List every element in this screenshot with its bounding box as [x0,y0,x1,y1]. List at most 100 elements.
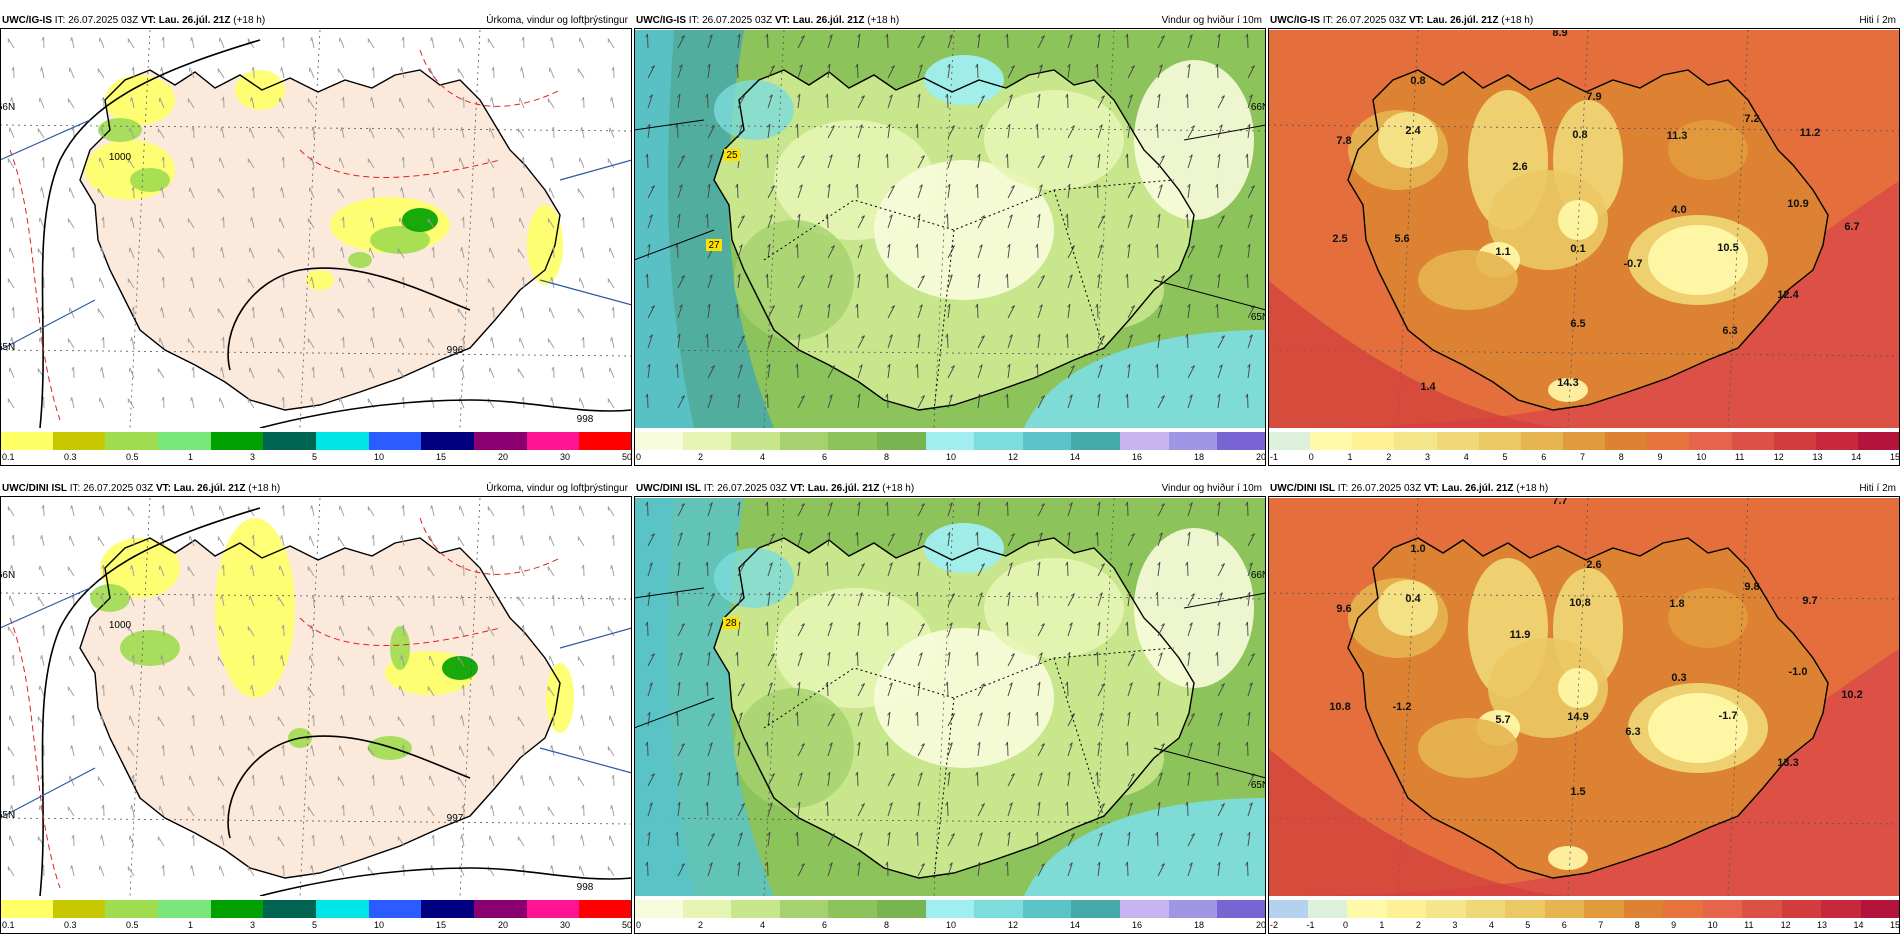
gust-marker [723,617,739,629]
temperature-label: -0.7 [1624,258,1643,270]
colorbar-tick-label: 8 [884,920,890,930]
colorbar-swatch [526,900,580,918]
colorbar-tick-label: 50 [622,452,633,462]
latitude-label: 66N [1251,102,1266,113]
precip-colorbar: 0.1 0.3 0.5 1 3 5 10 15 20 30 50 [0,432,633,462]
colorbar-swatch [474,432,527,450]
temperature-label: 11.3 [1667,130,1688,142]
colorbar-swatch [1347,900,1387,918]
colorbar-tick-label: 8 [884,452,890,462]
colorbar-tick-label: 13 [1817,920,1828,930]
it-label: IT: [1322,15,1334,26]
colorbar-tick-label: 16 [1132,452,1143,462]
colorbar-tick-label: 30 [560,920,571,930]
colorbar-swatch [1022,900,1072,918]
colorbar-swatch [1544,900,1584,918]
colorbar-tick-label: 2 [1415,920,1421,930]
colorbar-tick-label: 5 [1525,920,1531,930]
colorbar-tick-label: 14 [1851,452,1862,462]
region-boundaries [763,647,1175,879]
colorbar-tick-label: 2 [698,920,704,930]
iceland-landmass [80,538,560,878]
temperature-label: 10.5 [1717,242,1738,254]
colorbar-swatch [877,900,926,918]
temperature-label: 2.4 [1405,125,1421,137]
temperature-label: 14.3 [1557,377,1578,389]
colorbar-tick-label: 18 [1194,452,1205,462]
panel-dini-precip: UWC/DINI ISL IT: 26.07.2025 03Z VT: Lau.… [0,482,633,946]
wind-colorbar: 0 2 4 6 8 10 12 14 16 18 20 [634,900,1266,930]
panel-header: UWC/IG-IS IT: 26.07.2025 03Z VT: Lau. 26… [0,14,632,28]
colorbar-swatches [1268,432,1900,450]
colorbar-swatch [1773,432,1816,450]
colorbar-swatch [634,900,683,918]
temperature-label: 7.9 [1586,91,1601,103]
latitude-label: 66N [1251,570,1266,581]
coastline [79,69,561,411]
colorbar-swatch [1268,432,1311,450]
it-label: IT: [1337,483,1349,494]
lead-time: (+18 h) [1501,15,1534,26]
colorbar-swatch [1436,432,1479,450]
latitude-label: 65N [0,342,15,353]
isobar-label: 998 [577,414,594,425]
header-meta: UWC/IG-IS IT: 26.07.2025 03Z VT: Lau. 26… [2,14,265,28]
colorbar-swatch [974,432,1023,450]
colorbar-swatch [779,900,829,918]
colorbar-tick-label: 3 [1452,920,1458,930]
it-value: 26.07.2025 03Z [68,15,139,26]
colorbar-tick-label: 13 [1812,452,1823,462]
temperature-label: 10.2 [1841,689,1862,701]
temperature-map: 7.7 1.0 2.6 9.6 0.4 10.8 1.8 9.8 9.7 11.9 0.3 -1.0 1… [1268,498,1900,896]
colorbar-tick-label: 0 [636,452,642,462]
temperature-label: 2.6 [1512,161,1527,173]
vt-value: Lau. 26.júl. 21Z [792,15,865,26]
it-label: IT: [69,483,81,494]
wind-barbs [645,501,1255,877]
colorbar-tick-label: 5 [1502,452,1508,462]
colorbar-tick-label: 16 [1132,920,1143,930]
colorbar-swatches [1268,900,1900,918]
colorbar-swatch [1071,432,1121,450]
colorbar-swatch [1562,432,1606,450]
gust-marker [706,239,722,251]
panel-title: Úrkoma, vindur og loftþrýstingur [486,15,628,26]
isobar-label: 998 [577,882,594,893]
colorbar-swatch [421,900,475,918]
colorbar-swatch [1352,432,1395,450]
colorbar-swatch [1821,900,1861,918]
vt-label: VT: [1408,15,1424,26]
coastline [1347,69,1829,411]
colorbar-tick-label: 20 [498,452,509,462]
colorbar-tick-label: 9 [1657,452,1663,462]
colorbar-tick-label: 5 [312,452,318,462]
colorbar-swatch [1071,900,1121,918]
colorbar-tick-label: 20 [1256,920,1267,930]
colorbar-tick-label: 10 [946,452,957,462]
colorbar-swatch [158,900,211,918]
colorbar-tick-label: 8 [1618,452,1624,462]
header-meta: UWC/IG-IS IT: 26.07.2025 03Z VT: Lau. 26… [1270,14,1533,28]
colorbar-swatch [1217,432,1266,450]
colorbar-swatches [634,900,1266,918]
colorbar-tick-label: 10 [374,920,385,930]
it-value: 26.07.2025 03Z [702,15,773,26]
coastline [713,69,1195,411]
temperature-label: 1.0 [1410,543,1425,555]
colorbar-swatch [731,432,780,450]
colorbar-tick-label: 0.5 [126,920,139,930]
colorbar-swatch [1426,900,1466,918]
region-boundaries [763,179,1175,411]
model-name: UWC/DINI ISL [636,483,701,494]
colorbar-tick-label: 18 [1194,920,1205,930]
isotherms [9,517,561,889]
colorbar-tick-label: 0.5 [126,452,139,462]
it-label: IT: [703,483,715,494]
wind-barbs [7,504,615,877]
temperature-label: 6.3 [1722,325,1737,337]
panel-header: UWC/DINI ISL IT: 26.07.2025 03Z VT: Lau.… [1268,482,1900,496]
colorbar-tick-label: 3 [1425,452,1431,462]
colorbar-tick-label: 0 [1342,920,1348,930]
temperature-label: 0.4 [1405,593,1421,605]
colorbar-tick-label: 12 [1008,452,1019,462]
